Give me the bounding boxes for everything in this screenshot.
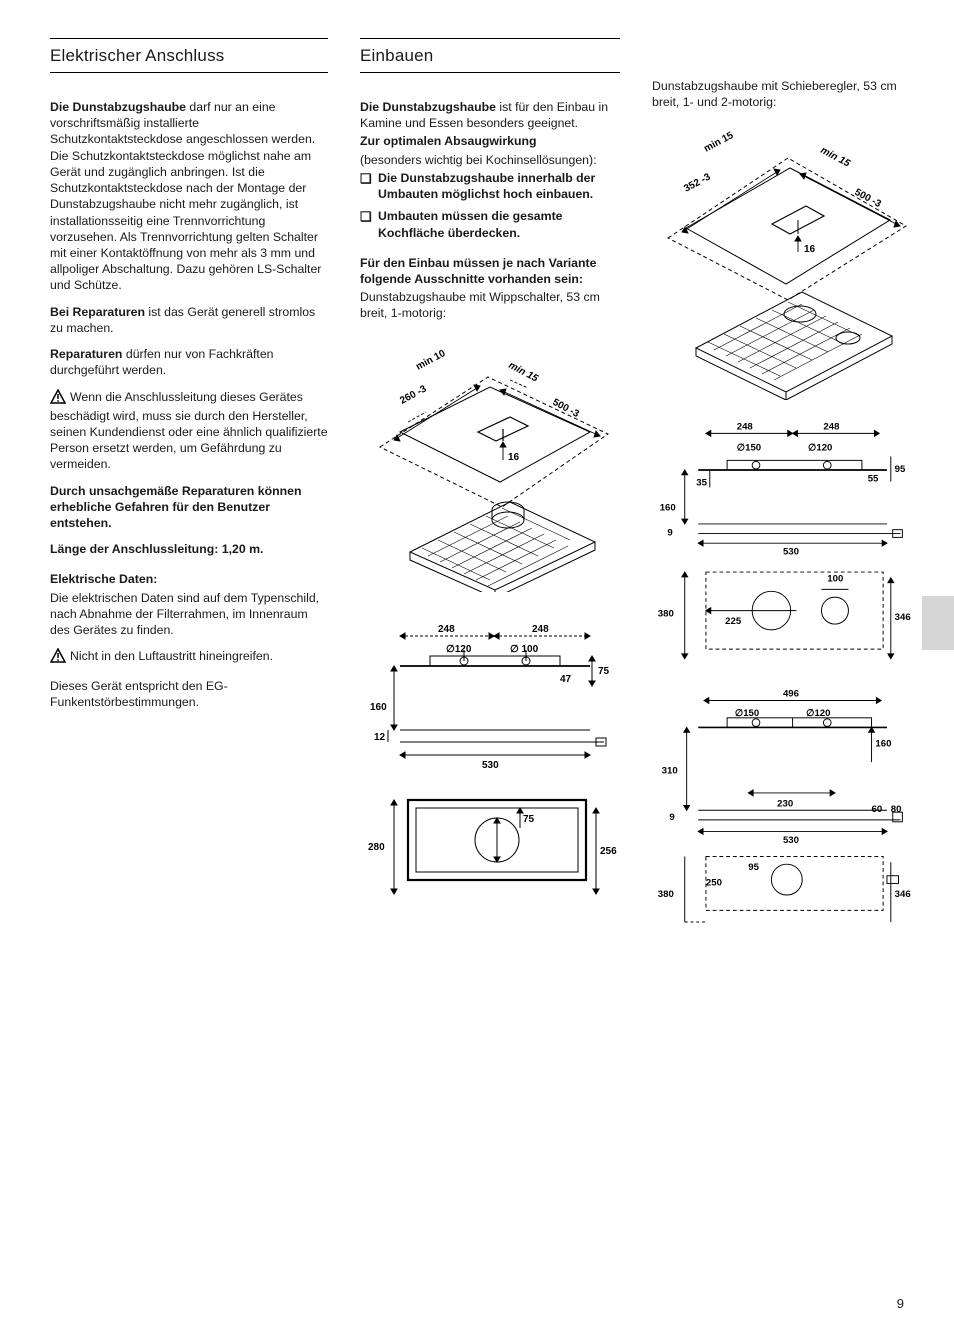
dim-346: 346 — [895, 613, 911, 624]
dim-min15b: min 15 — [819, 145, 853, 170]
dim-225: 225 — [725, 617, 742, 628]
dim-160b: 160 — [660, 503, 676, 514]
dim-160c: 160 — [875, 738, 891, 749]
figure-iso-53-schieber: min 15 min 15 352 -3 500 -3 16 — [652, 120, 912, 400]
dim-9: 9 — [667, 528, 672, 539]
para-typeplate: Die elektrischen Daten sind auf dem Type… — [50, 590, 328, 639]
bold-repairs: Bei Reparaturen — [50, 305, 145, 319]
dim-55: 55 — [868, 474, 879, 485]
dim-530: 530 — [482, 760, 499, 771]
bullet-hoch: Die Dunstabzugshaube innerhalb der Umbau… — [360, 170, 620, 202]
dim-260: 260 -3 — [398, 383, 429, 406]
dim-95b: 95 — [748, 862, 759, 873]
dim-12: 12 — [374, 732, 386, 743]
para-warn-cable: Wenn die Anschlussleitung dieses Gerätes… — [50, 389, 328, 473]
para-ausschnitte: Für den Einbau müssen je nach Variante f… — [360, 255, 620, 287]
warning-icon — [50, 389, 66, 408]
dim-496: 496 — [783, 688, 799, 699]
column-electrical: Elektrischer Anschluss Die Dunstabzugsha… — [50, 38, 328, 946]
dim-248a: 248 — [438, 624, 455, 635]
heading-elec-data: Elektrische Daten: — [50, 571, 328, 587]
bold-dunstabzugshaube: Die Dunstabzugshaube — [50, 100, 186, 114]
bullet-list-einbau: Die Dunstabzugshaube innerhalb der Umbau… — [360, 170, 620, 241]
figure-iso-53-1motor: min 10 min 15 260 -3 500 -3 16 — [360, 332, 620, 592]
para-cable-length: Länge der Anschlussleitung: 1,20 m. — [50, 541, 328, 557]
dim-280: 280 — [368, 842, 385, 853]
para-schieberegler: Dunstabzugshaube mit Schieberegler, 53 c… — [652, 78, 912, 110]
dim-diam100: ∅ 100 — [510, 644, 539, 655]
para-repairs2: Reparaturen dürfen nur von Fachkräften d… — [50, 346, 328, 378]
dim-16c: 16 — [804, 244, 816, 255]
dim-248b: 248 — [532, 624, 549, 635]
page-number: 9 — [897, 1296, 904, 1311]
dim-310: 310 — [662, 765, 678, 776]
dim-248d: 248 — [823, 422, 840, 433]
dim-352: 352 -3 — [682, 172, 713, 195]
column-schieberegler: Dunstabzugshaube mit Schieberegler, 53 c… — [652, 38, 912, 946]
para-warn-outlet: Nicht in den Luftaustritt hineingreifen. — [50, 648, 328, 667]
dim-min10: min 10 — [414, 347, 448, 372]
dim-diam120b: ∅120 — [808, 443, 832, 454]
text-warn-outlet: Nicht in den Luftaustritt hineingreifen. — [70, 649, 273, 663]
para-wippschalter: Dunstabzugshaube mit Wippschalter, 53 cm… — [360, 289, 620, 321]
dim-346b: 346 — [895, 889, 911, 900]
para-improper: Durch unsachgemäße Reparaturen können er… — [50, 483, 328, 532]
text-socket: darf nur an eine vorschriftsmäßig instal… — [50, 100, 321, 292]
para-eg: Dieses Gerät entspricht den EG-Funkentst… — [50, 678, 328, 710]
dim-250: 250 — [706, 877, 722, 888]
figure-dims-53-1motor: 248 248 ∅120 ∅ 100 47 75 160 12 530 75 2… — [360, 610, 620, 910]
dim-35: 35 — [696, 478, 707, 489]
dim-95: 95 — [895, 464, 906, 475]
dim-16: 16 — [508, 452, 520, 463]
para-kochinsel: (besonders wichtig bei Kochinsellösungen… — [360, 152, 620, 168]
heading-optimal: Zur optimalen Absaugwirkung — [360, 133, 620, 149]
dim-47: 47 — [560, 674, 572, 685]
dim-60: 60 — [872, 804, 883, 815]
para-repairs: Bei Reparaturen ist das Gerät generell s… — [50, 304, 328, 336]
dim-530c: 530 — [783, 835, 799, 846]
dim-100: 100 — [827, 574, 843, 585]
dim-248c: 248 — [737, 422, 754, 433]
column-einbauen: Einbauen Die Dunstabzugshaube ist für de… — [360, 38, 620, 946]
dim-500c: 500 -3 — [853, 187, 884, 210]
dim-160: 160 — [370, 702, 387, 713]
heading-einbauen: Einbauen — [360, 38, 620, 73]
bold-einbau1: Die Dunstabzugshaube — [360, 100, 496, 114]
side-tab — [922, 596, 954, 650]
text-warn-cable: Wenn die Anschlussleitung dieses Gerätes… — [50, 390, 328, 472]
dim-75b: 75 — [523, 814, 535, 825]
warning-icon — [50, 648, 66, 667]
figure-dims-53-schieber-2: 496 ∅150 ∅120 160 310 230 60 80 9 530 95… — [652, 687, 912, 928]
figure-dims-53-schieber: 248 248 ∅150 ∅120 35 55 95 160 9 530 100… — [652, 418, 912, 668]
dim-diam150b: ∅150 — [735, 708, 759, 719]
dim-diam120: ∅120 — [446, 644, 472, 655]
dim-80: 80 — [891, 804, 902, 815]
dim-256: 256 — [600, 846, 617, 857]
dim-diam150: ∅150 — [737, 443, 761, 454]
dim-230: 230 — [777, 798, 793, 809]
heading-electrical: Elektrischer Anschluss — [50, 38, 328, 73]
dim-75a: 75 — [598, 666, 610, 677]
bold-repairs2: Reparaturen — [50, 347, 122, 361]
page-container: Elektrischer Anschluss Die Dunstabzugsha… — [50, 38, 904, 946]
dim-min15a: min 15 — [702, 130, 736, 155]
para-einbau1: Die Dunstabzugshaube ist für den Einbau … — [360, 99, 620, 131]
dim-530b: 530 — [783, 547, 799, 558]
dim-380: 380 — [658, 609, 674, 620]
para-socket: Die Dunstabzugshaube darf nur an eine vo… — [50, 99, 328, 294]
dim-diam120c: ∅120 — [806, 708, 830, 719]
dim-380b: 380 — [658, 889, 674, 900]
bullet-kochflaeche: Umbauten müssen die gesamte Kochfläche ü… — [360, 208, 620, 240]
dim-9b: 9 — [669, 812, 674, 823]
